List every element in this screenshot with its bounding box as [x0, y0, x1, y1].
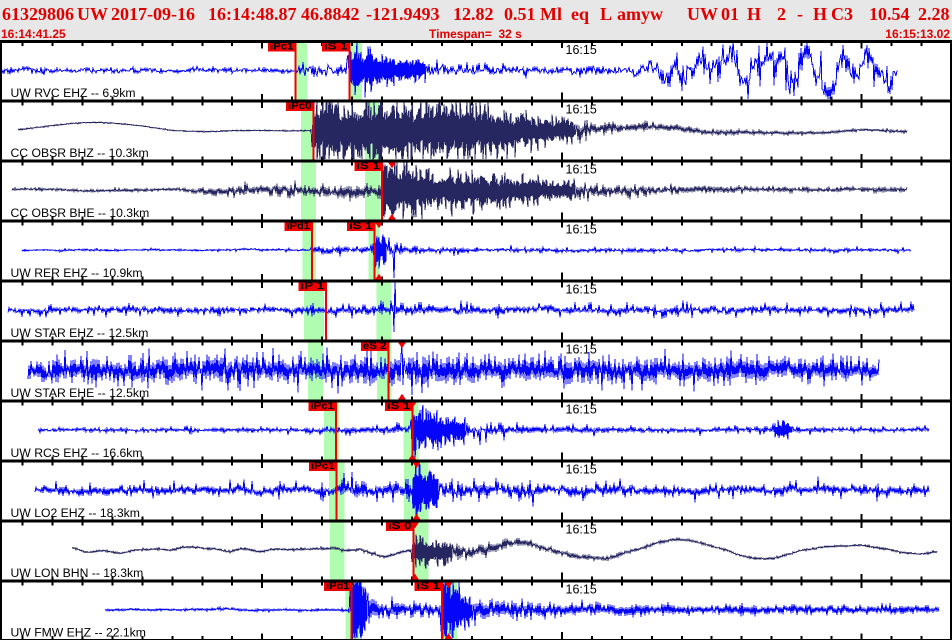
- svg-text:UW RVC EHZ -- 6.9km: UW RVC EHZ -- 6.9km: [11, 86, 136, 100]
- svg-text:16:15: 16:15: [566, 43, 597, 57]
- svg-text:iPd1: iPd1: [326, 580, 350, 592]
- svg-text:iS 1: iS 1: [349, 220, 373, 232]
- svg-text:CC OBSR BHE -- 10.3km: CC OBSR BHE -- 10.3km: [11, 206, 150, 220]
- svg-text:UW STAR EHE -- 12.5km: UW STAR EHE -- 12.5km: [11, 386, 150, 400]
- svg-text:iS 1: iS 1: [324, 41, 348, 53]
- svg-text:iPc0: iPc0: [288, 100, 312, 112]
- svg-text:16:15: 16:15: [566, 283, 597, 297]
- svg-text:16:15: 16:15: [566, 103, 597, 117]
- svg-text:UW LON BHN -- 18.3km: UW LON BHN -- 18.3km: [11, 566, 144, 580]
- svg-text:16:15: 16:15: [566, 163, 597, 177]
- svg-text:UW LO2 EHZ -- 18.3km: UW LO2 EHZ -- 18.3km: [11, 506, 140, 520]
- svg-text:16:15: 16:15: [566, 463, 597, 477]
- svg-text:iS 1: iS 1: [417, 580, 441, 592]
- svg-text:iPc1: iPc1: [311, 460, 335, 472]
- svg-text:iS 1: iS 1: [387, 400, 411, 412]
- svg-text:16:15: 16:15: [566, 523, 597, 537]
- svg-text:CC OBSR BHZ -- 10.3km: CC OBSR BHZ -- 10.3km: [11, 146, 149, 160]
- svg-text:iS 1: iS 1: [356, 160, 380, 172]
- svg-text:16:15: 16:15: [566, 343, 597, 357]
- svg-text:UW RER EHZ -- 10.9km: UW RER EHZ -- 10.9km: [11, 266, 143, 280]
- svg-text:16:15: 16:15: [566, 223, 597, 237]
- svg-text:iPc1: iPc1: [311, 400, 335, 412]
- svg-text:iPd1: iPd1: [287, 220, 311, 232]
- svg-text:eS 2: eS 2: [363, 340, 387, 352]
- svg-text:UW FMW EHZ -- 22.1km: UW FMW EHZ -- 22.1km: [11, 626, 146, 640]
- svg-text:16:15: 16:15: [566, 403, 597, 417]
- svg-text:iS 0: iS 0: [388, 520, 412, 532]
- svg-text:UW STAR EHZ -- 12.5km: UW STAR EHZ -- 12.5km: [11, 326, 149, 340]
- svg-text:16:15: 16:15: [566, 583, 597, 597]
- svg-text:UW RCS EHZ -- 16.6km: UW RCS EHZ -- 16.6km: [11, 446, 143, 460]
- svg-text:iP 1: iP 1: [301, 280, 325, 292]
- svg-text:iPc1: iPc1: [270, 41, 294, 53]
